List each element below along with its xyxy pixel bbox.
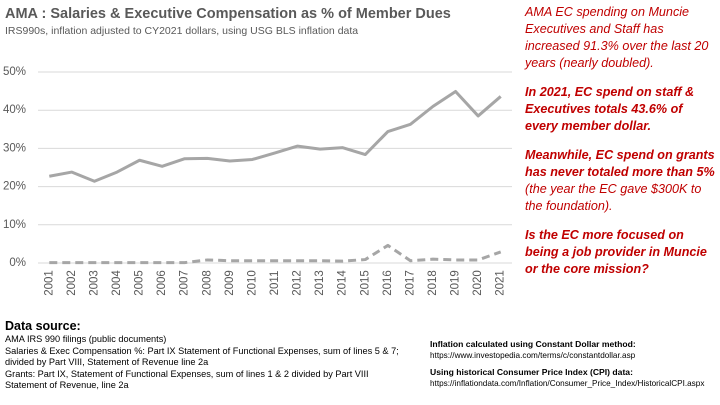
- y-tick-label: 0%: [9, 257, 26, 269]
- method: Inflation calculated using Constant Doll…: [430, 339, 720, 395]
- x-tick-label: 2007: [179, 270, 191, 296]
- chart-title: AMA : Salaries & Executive Compensation …: [5, 6, 451, 22]
- method-title: Inflation calculated using Constant Doll…: [430, 339, 636, 349]
- x-tick-label: 2018: [427, 270, 439, 296]
- annotation-text: In 2021, EC spend on staff & Executives …: [525, 85, 695, 133]
- annotation-text: AMA EC spending on Muncie Executives and…: [525, 5, 709, 70]
- data-source-line: Grants: Part IX, Statement of Functional…: [5, 368, 369, 391]
- x-tick-label: 2004: [111, 270, 123, 296]
- method-url: https://www.investopedia.com/terms/c/con…: [430, 351, 636, 360]
- annotation-text: Is the EC more focused on being a job pr…: [525, 228, 707, 276]
- x-tick-label: 2013: [314, 270, 326, 296]
- chart-subtitle: IRS990s, inflation adjusted to CY2021 do…: [5, 25, 358, 37]
- x-tick-label: 2012: [292, 270, 304, 296]
- x-tick-label: 2002: [66, 270, 78, 296]
- x-tick-label: 2006: [156, 270, 168, 296]
- x-tick-label: 2005: [134, 270, 146, 296]
- x-tick-label: 2020: [472, 270, 484, 296]
- x-tick-label: 2014: [337, 270, 349, 296]
- series-line: [49, 89, 502, 183]
- annotation: AMA EC spending on Muncie Executives and…: [525, 4, 717, 72]
- y-tick-label: 20%: [3, 181, 26, 193]
- x-tick-label: 2008: [201, 270, 213, 296]
- annotation-text: (the year the EC gave $300K to the found…: [525, 182, 702, 213]
- data-source-line: Salaries & Exec Compensation %: Part IX …: [5, 345, 399, 368]
- method-title: Using historical Consumer Price Index (C…: [430, 367, 633, 377]
- x-tick-label: 2021: [495, 270, 507, 296]
- x-tick-label: 2016: [382, 270, 394, 296]
- x-tick-label: 2019: [450, 270, 462, 296]
- annotation: In 2021, EC spend on staff & Executives …: [525, 84, 717, 135]
- x-tick-label: 2009: [224, 270, 236, 296]
- data-source: Data source: AMA IRS 990 filings (public…: [5, 318, 405, 392]
- data-source-line: AMA IRS 990 filings (public documents): [5, 334, 167, 344]
- data-source-title: Data source:: [5, 319, 81, 333]
- y-tick-label: 30%: [3, 142, 26, 154]
- x-tick-label: 2017: [404, 270, 416, 296]
- x-tick-label: 2015: [359, 270, 371, 296]
- chart: AMA : Salaries & Executive Compensation …: [3, 6, 512, 296]
- y-tick-label: 40%: [3, 104, 26, 116]
- x-tick-label: 2001: [43, 270, 55, 296]
- annotation-text: Meanwhile, EC spend on grants has never …: [525, 148, 715, 179]
- annotation: Is the EC more focused on being a job pr…: [525, 227, 717, 278]
- method-url: https://inflationdata.com/Inflation/Cons…: [430, 379, 705, 388]
- x-tick-label: 2011: [269, 271, 281, 296]
- y-tick-label: 10%: [3, 219, 26, 231]
- y-tick-label: 50%: [3, 66, 26, 78]
- x-tick-label: 2010: [246, 270, 258, 296]
- x-tick-label: 2003: [88, 270, 100, 296]
- series-line: [49, 243, 502, 265]
- annotations: AMA EC spending on Muncie Executives and…: [525, 4, 717, 290]
- annotation: Meanwhile, EC spend on grants has never …: [525, 147, 717, 215]
